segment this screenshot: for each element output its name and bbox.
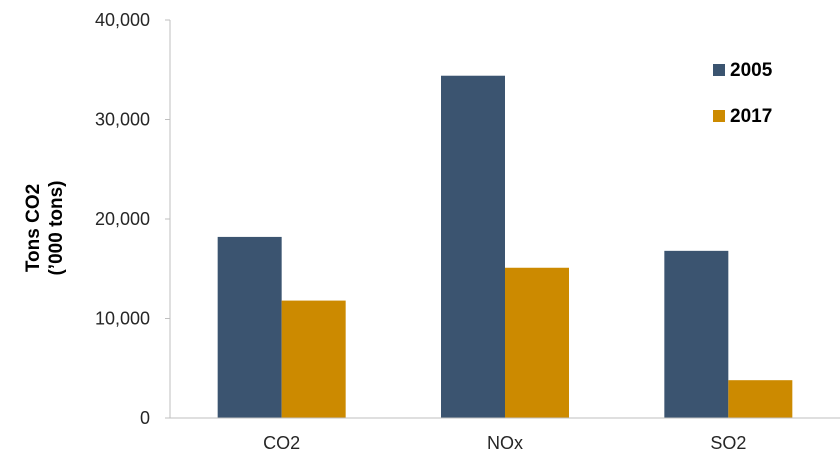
bar-2005-nox <box>441 75 505 418</box>
x-axis-ticks: CO2 NOx SO2 <box>263 433 746 453</box>
legend: 2005 2017 <box>713 60 773 127</box>
y-axis-title-line-2: (’000 tons) <box>46 180 67 275</box>
y-tick-label: 0 <box>140 408 150 428</box>
legend-swatch-2005 <box>713 64 725 76</box>
y-axis-ticks: 0 10,000 20,000 30,000 40,000 <box>95 10 170 428</box>
legend-swatch-2017 <box>713 110 725 122</box>
y-axis-title: Tons CO2 (’000 tons) <box>23 180 67 275</box>
x-tick-label: CO2 <box>263 433 300 453</box>
x-tick-label: SO2 <box>710 433 746 453</box>
legend-label-2005: 2005 <box>730 60 773 81</box>
x-tick-label: NOx <box>487 433 523 453</box>
bar-2017-so2 <box>728 380 793 418</box>
bar-2005-so2 <box>664 250 729 418</box>
y-tick-label: 40,000 <box>95 10 150 30</box>
y-axis-title-line-1: Tons CO2 <box>23 184 44 272</box>
bar-2017-nox <box>505 267 569 418</box>
legend-label-2017: 2017 <box>730 106 772 127</box>
y-tick-label: 20,000 <box>95 209 150 229</box>
bar-2017-co2 <box>281 300 346 418</box>
y-tick-label: 10,000 <box>95 309 150 329</box>
y-tick-label: 30,000 <box>95 110 150 130</box>
bars <box>217 75 793 418</box>
bar-2005-co2 <box>217 236 282 418</box>
axes <box>169 20 840 419</box>
